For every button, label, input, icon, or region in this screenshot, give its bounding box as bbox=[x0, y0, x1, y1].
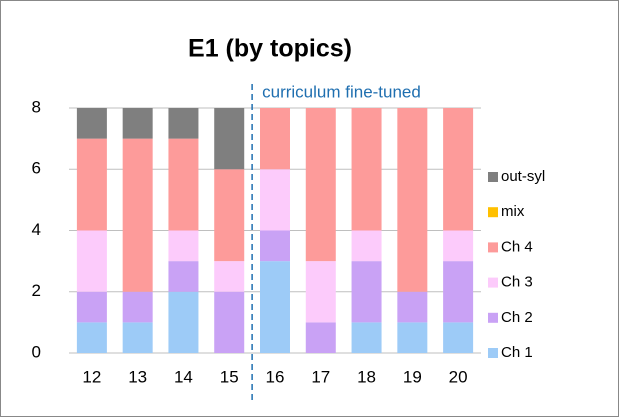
bar-segment bbox=[76, 230, 107, 292]
legend-swatch bbox=[488, 277, 498, 288]
bar-segment bbox=[260, 108, 290, 170]
legend-label: out-syl bbox=[501, 168, 545, 185]
legend-label: Ch 4 bbox=[501, 238, 533, 255]
bar-segment bbox=[443, 261, 474, 323]
bar-segment bbox=[122, 322, 153, 353]
y-tick-label: 2 bbox=[32, 281, 41, 300]
bar-segment bbox=[122, 291, 153, 323]
bar-segment bbox=[260, 169, 290, 231]
bar-segment bbox=[443, 322, 474, 353]
x-tick-label: 20 bbox=[449, 367, 468, 386]
y-tick-label: 4 bbox=[32, 220, 41, 239]
bar-segment bbox=[351, 261, 382, 323]
bar-segment bbox=[305, 261, 336, 323]
bar-segment bbox=[168, 291, 199, 353]
legend-label: Ch 2 bbox=[501, 309, 533, 326]
annotation: curriculum fine-tuned bbox=[262, 82, 421, 101]
bar-segment bbox=[168, 108, 199, 139]
legend-label: mix bbox=[501, 203, 525, 220]
y-tick-label: 0 bbox=[32, 342, 41, 361]
bar-segment bbox=[214, 261, 245, 292]
bar-segment bbox=[76, 291, 107, 323]
bar-segment bbox=[305, 108, 336, 262]
x-tick-label: 13 bbox=[128, 367, 147, 386]
bar-segment bbox=[168, 138, 199, 231]
bar-segment bbox=[443, 230, 474, 262]
legend-label: Ch 1 bbox=[501, 344, 533, 361]
bar-segment bbox=[260, 230, 290, 262]
bar-segment bbox=[214, 108, 245, 170]
legend-swatch bbox=[488, 207, 498, 218]
x-tick-label: 14 bbox=[174, 367, 193, 386]
legend-swatch bbox=[488, 312, 498, 323]
bar-segment bbox=[76, 322, 107, 353]
x-tick-label: 19 bbox=[403, 367, 422, 386]
bar-segment bbox=[260, 261, 290, 353]
x-tick-label: 16 bbox=[266, 367, 285, 386]
x-tick-label: 17 bbox=[311, 367, 330, 386]
y-tick-label: 6 bbox=[32, 159, 41, 178]
bar-segment bbox=[168, 230, 199, 262]
bar-segment bbox=[122, 108, 153, 139]
bar-segment bbox=[214, 169, 245, 262]
bar-segment bbox=[168, 261, 199, 292]
bar-segment bbox=[351, 230, 382, 262]
y-tick-label: 8 bbox=[32, 97, 41, 116]
bar-segment bbox=[443, 108, 474, 231]
bar-segment bbox=[76, 108, 107, 139]
bar-segment bbox=[76, 138, 107, 231]
bar-segment bbox=[351, 322, 382, 353]
x-tick-label: 18 bbox=[357, 367, 376, 386]
bar-segment bbox=[351, 108, 382, 231]
legend-swatch bbox=[488, 348, 498, 358]
bar-segment bbox=[397, 322, 428, 353]
x-tick-label: 12 bbox=[82, 367, 101, 386]
bar-segment bbox=[397, 108, 428, 292]
legend-swatch bbox=[488, 172, 498, 182]
bar-segment bbox=[397, 291, 428, 323]
bar-segment bbox=[214, 291, 245, 353]
bar-segment bbox=[305, 322, 336, 353]
bar-segment bbox=[122, 138, 153, 292]
chart-title: E1 (by topics) bbox=[188, 35, 352, 63]
legend-label: Ch 3 bbox=[501, 274, 533, 291]
legend-swatch bbox=[488, 242, 498, 253]
x-tick-label: 15 bbox=[220, 367, 239, 386]
